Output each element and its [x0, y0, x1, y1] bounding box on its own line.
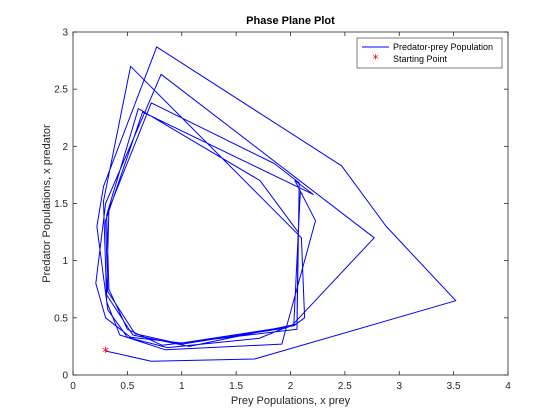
x-tick-label: 0: [70, 381, 76, 392]
legend-star-marker: *: [373, 52, 379, 66]
x-tick-label: 2.5: [338, 381, 352, 392]
y-tick-label: 0: [62, 371, 68, 382]
x-tick-label: 3: [396, 381, 402, 392]
x-tick-label: 1.5: [229, 381, 243, 392]
y-tick-label: 1: [62, 256, 68, 267]
series-line-predator-prey: [95, 46, 457, 362]
y-tick-label: 3: [62, 28, 68, 39]
starting-point-marker: *: [102, 345, 109, 361]
y-tick-label: 2.5: [54, 85, 68, 96]
legend-entry-population: Predator-prey Population: [393, 42, 493, 52]
chart-title: Phase Plane Plot: [246, 15, 335, 27]
legend-box: [356, 37, 503, 69]
plot-area: [73, 32, 508, 375]
curve-layer: *: [95, 46, 457, 362]
y-tick-label: 1.5: [54, 199, 68, 210]
x-tick-label: 2: [288, 381, 294, 392]
y-axis-label: Predator Populations, x predator: [41, 124, 53, 283]
axes-box: [72, 31, 509, 376]
x-axis-label: Prey Populations, x prey: [231, 395, 351, 407]
x-tick-label: 4: [505, 381, 511, 392]
x-tick-label: 3.5: [447, 381, 461, 392]
legend-entry-start: Starting Point: [393, 54, 448, 64]
legend: Predator-prey Population * Starting Poin…: [356, 37, 503, 69]
y-tick-label: 0.5: [54, 313, 68, 324]
x-tick-label: 0.5: [120, 381, 134, 392]
x-tick-label: 1: [179, 381, 185, 392]
y-tick-label: 2: [62, 142, 68, 153]
